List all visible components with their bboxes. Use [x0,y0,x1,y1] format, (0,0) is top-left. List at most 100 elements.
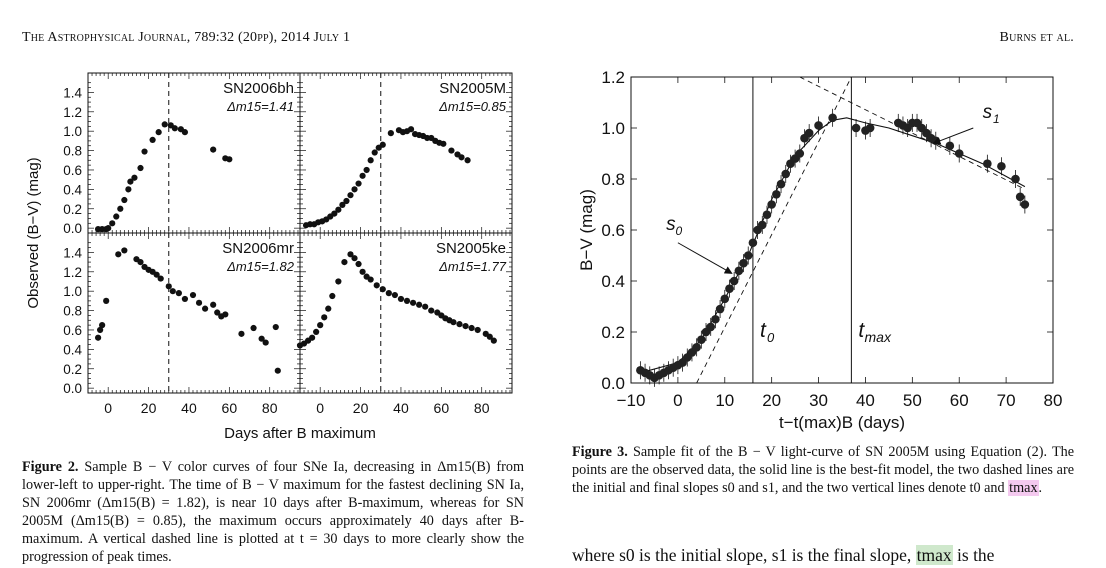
data-point [121,247,128,254]
data-point [757,220,767,230]
data-point [385,290,392,297]
data-point [325,305,332,312]
data-point [343,197,350,205]
x-tick-label: 70 [997,391,1016,410]
figure-2-chart: SN2006bh Δm15=1.41 SN2005M Δm15=0.85 SN2006m… [25,72,513,442]
highlight-tmax-body[interactable]: tmax [915,545,953,565]
x-tick-label: 0 [673,391,682,410]
figure-3-caption-end: . [1038,480,1043,496]
data-point [711,314,720,324]
slope-line-s0 [696,76,852,384]
t0-label: t [760,319,767,342]
x-tick-label: 60 [222,400,238,416]
data-point [355,260,362,268]
panel-sn2005ke: SN2005ke Δm15=1.77 [296,232,513,394]
data-point [161,121,168,128]
data-point [339,201,346,208]
data-point [795,149,805,158]
data-point [983,159,992,168]
running-header-authors: Burns et al. [999,30,1074,45]
data-point [422,303,429,310]
t0-sub: 0 [767,330,775,345]
slope-line-s1 [799,76,1026,190]
figure-3-caption-label: Figure 3. [572,444,628,460]
data-point [99,322,106,329]
data-point [115,251,122,258]
x-axis-label: t−t(max)B (days) [779,413,905,432]
s0-label: s [666,214,676,235]
y-axis-label: Observed (B−V) (mag) [25,157,42,308]
data-point [865,123,875,133]
data-point [274,367,281,374]
data-point [776,179,786,189]
y-tick-label: 0.6 [63,323,82,338]
panel-sn2006bh: SN2006bh Δm15=1.41 [87,72,301,234]
data-point [97,326,104,334]
data-point [341,258,348,266]
data-point [94,334,102,341]
s1-label: s [983,102,993,123]
data-point [121,196,128,204]
data-point [181,129,189,136]
model-curve [640,117,1026,374]
data-point [407,126,415,133]
data-point [105,225,112,232]
tmax-sub: max [865,329,892,345]
data-point [195,299,203,306]
y-tick-label: 0.0 [63,381,82,396]
data-point [828,113,837,123]
data-point [165,283,172,290]
panel-dm15: Δm15=1.41 [226,99,294,114]
data-point [210,301,217,308]
data-point [462,322,469,330]
data-point [474,326,481,334]
data-point [210,146,217,153]
s0-arrow [677,242,733,274]
x-tick-label: 40 [856,391,875,410]
data-point [945,141,955,151]
data-point [103,297,110,304]
data-point [767,200,776,209]
y-tick-label: 1.0 [63,124,82,139]
x-tick-label: −10 [617,391,646,410]
data-point [743,251,753,260]
data-point [720,294,730,304]
y-tick-label: 0.2 [63,202,82,217]
data-point [739,258,748,268]
data-point [373,282,380,289]
x-tick-label: 0 [104,400,112,416]
data-point [171,125,178,132]
y-tick-label: 0.6 [63,163,82,178]
highlight-tmax[interactable]: tmax [1008,480,1039,496]
plot-frame [630,76,1054,384]
y-tick-label: 0.2 [601,323,625,342]
x-tick-label: 80 [474,400,490,416]
panel-name: SN2006bh [223,80,294,97]
data-point [331,210,338,217]
data-point [272,323,279,331]
s0-sub: 0 [676,224,683,238]
panel-dm15: Δm15=1.82 [226,259,295,274]
panel-sn2005m: SN2005M Δm15=0.85 [299,72,513,234]
y-tick-label: 1.0 [601,119,625,138]
data-point [347,251,354,258]
data-point [335,278,342,285]
panel-name: SN2006mr [222,240,294,257]
y-tick-label: 1.2 [601,68,625,87]
data-point [804,128,814,138]
data-point [363,166,370,174]
x-tick-label: 50 [903,391,922,410]
x-tick-label: 40 [181,400,197,416]
s1-arrow [932,127,974,145]
running-header-journal: The Astrophysical Journal, 789:32 (20pp)… [22,30,351,45]
x-tick-label: 20 [141,400,157,416]
data-point [127,178,134,185]
x-tick-label: 0 [316,400,324,416]
data-point [762,210,772,219]
data-point [729,276,739,286]
data-point [313,328,320,336]
x-tick-label: 10 [715,391,734,410]
data-point [202,305,209,312]
data-point [1020,200,1030,209]
data-point [137,164,144,172]
